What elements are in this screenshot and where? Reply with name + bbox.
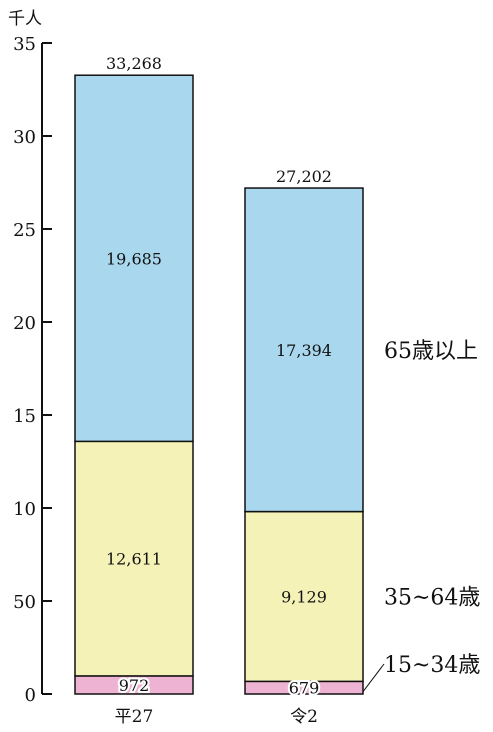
bar-value-label: 679 xyxy=(289,679,320,698)
bar-segment xyxy=(244,510,364,683)
series-label: 15~34歳 xyxy=(384,653,480,678)
bars-group xyxy=(74,74,364,695)
y-tick-label: 15 xyxy=(13,406,36,427)
y-tick-label: 25 xyxy=(13,220,36,241)
bar-value-label: 19,685 xyxy=(106,249,162,268)
series-labels-group: 15~34歳 35~64歳 65歳以上 xyxy=(362,339,480,692)
bar-total-label: 33,268 xyxy=(106,54,162,73)
y-tick-label: 20 xyxy=(13,313,36,334)
y-tick-label: 30 xyxy=(13,127,36,148)
y-tick-label: 10 xyxy=(13,499,36,520)
series-label: 35~64歳 xyxy=(384,585,480,610)
y-axis-ticks: 0 50 10 15 20 25 30 35 xyxy=(13,34,52,706)
series-label: 65歳以上 xyxy=(384,339,478,364)
series-leader-line xyxy=(362,663,385,692)
bar-value-label: 12,611 xyxy=(106,550,162,569)
category-label: 令2 xyxy=(290,707,318,727)
bar-segment xyxy=(74,74,194,443)
y-tick-label: 50 xyxy=(13,592,36,613)
category-label: 平27 xyxy=(115,707,154,727)
bar-value-label: 972 xyxy=(119,676,150,695)
value-labels-group: 972 12,611 19,685 33,268 679 9,129 17,394 27,20… xyxy=(106,54,332,699)
bar-value-label: 9,129 xyxy=(281,587,327,606)
y-tick-label: 35 xyxy=(13,34,36,55)
category-labels-group: 平27 令2 xyxy=(115,707,318,727)
bar-segment xyxy=(74,440,194,677)
bar-value-label: 17,394 xyxy=(276,341,332,360)
bar-segment xyxy=(244,187,364,513)
unit-label: 千人 xyxy=(8,9,42,29)
bar-total-label: 27,202 xyxy=(276,167,332,186)
y-tick-label: 0 xyxy=(25,685,36,706)
